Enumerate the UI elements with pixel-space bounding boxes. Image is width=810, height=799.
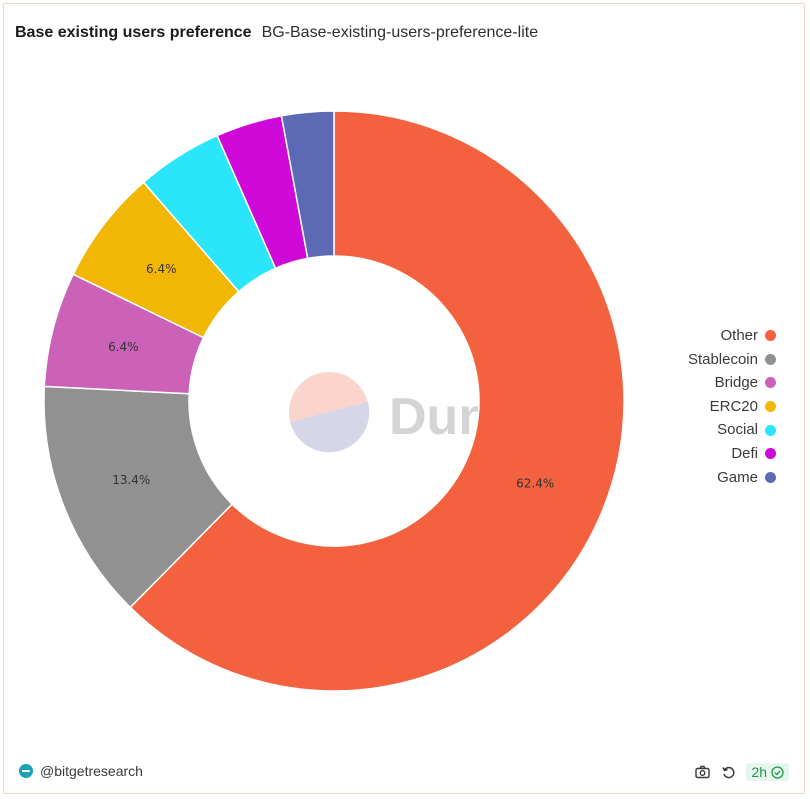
legend-swatch — [765, 424, 776, 436]
legend-swatch — [765, 448, 776, 460]
bitget-logo-icon — [19, 764, 33, 778]
data-label-bridge: 6.4% — [108, 340, 139, 354]
author-handle[interactable]: @bitgetresearch — [40, 763, 143, 779]
query-name[interactable]: BG-Base-existing-users-preference-lite — [261, 24, 539, 41]
legend-item-stablecoin[interactable]: Stablecoin — [688, 348, 776, 372]
chart-title: Base existing users preference — [15, 24, 252, 41]
slice-stablecoin[interactable] — [43, 385, 234, 609]
freshness-badge[interactable]: 2h — [746, 763, 789, 781]
refresh-icon[interactable] — [720, 764, 736, 780]
data-label-stablecoin: 13.4% — [112, 473, 150, 487]
legend-swatch — [765, 330, 776, 342]
legend-swatch — [765, 401, 776, 413]
legend-item-game[interactable]: Game — [688, 466, 776, 490]
legend-label: Stablecoin — [687, 350, 758, 368]
data-label-erc20: 6.4% — [146, 262, 177, 276]
slice-other[interactable] — [129, 110, 625, 692]
legend-item-social[interactable]: Social — [688, 418, 776, 442]
legend-label: Game — [717, 468, 758, 486]
legend-label: Other — [720, 327, 758, 344]
legend-label: Defi — [731, 444, 758, 462]
chart-legend: Other Stablecoin Bridge ERC20 Social Defi Game — [688, 324, 776, 489]
donut-chart: Dune 62.4%13.4%6.4%6.4% — [43, 110, 625, 692]
chart-card: Base existing users preference BG-Base-ex… — [3, 3, 805, 794]
watermark-logo-bottom — [290, 402, 370, 453]
data-label-other: 62.4% — [516, 477, 554, 491]
legend-label: Social — [717, 421, 758, 439]
author-info[interactable]: @bitgetresearch — [19, 763, 143, 779]
legend-label: ERC20 — [709, 397, 758, 415]
legend-swatch — [765, 471, 776, 483]
chart-footer-actions: 2h — [694, 763, 789, 781]
legend-item-other[interactable]: Other — [688, 324, 776, 348]
legend-swatch — [765, 377, 776, 389]
slice-game[interactable] — [280, 110, 335, 260]
chart-header: Base existing users preference BG-Base-ex… — [15, 24, 538, 42]
camera-icon[interactable] — [694, 764, 710, 780]
legend-swatch — [765, 353, 776, 365]
check-circle-icon — [771, 765, 784, 779]
legend-item-erc20[interactable]: ERC20 — [688, 395, 776, 419]
legend-label: Bridge — [714, 374, 758, 392]
legend-item-bridge[interactable]: Bridge — [688, 371, 776, 395]
freshness-age: 2h — [751, 764, 767, 780]
legend-item-defi[interactable]: Defi — [688, 442, 776, 466]
